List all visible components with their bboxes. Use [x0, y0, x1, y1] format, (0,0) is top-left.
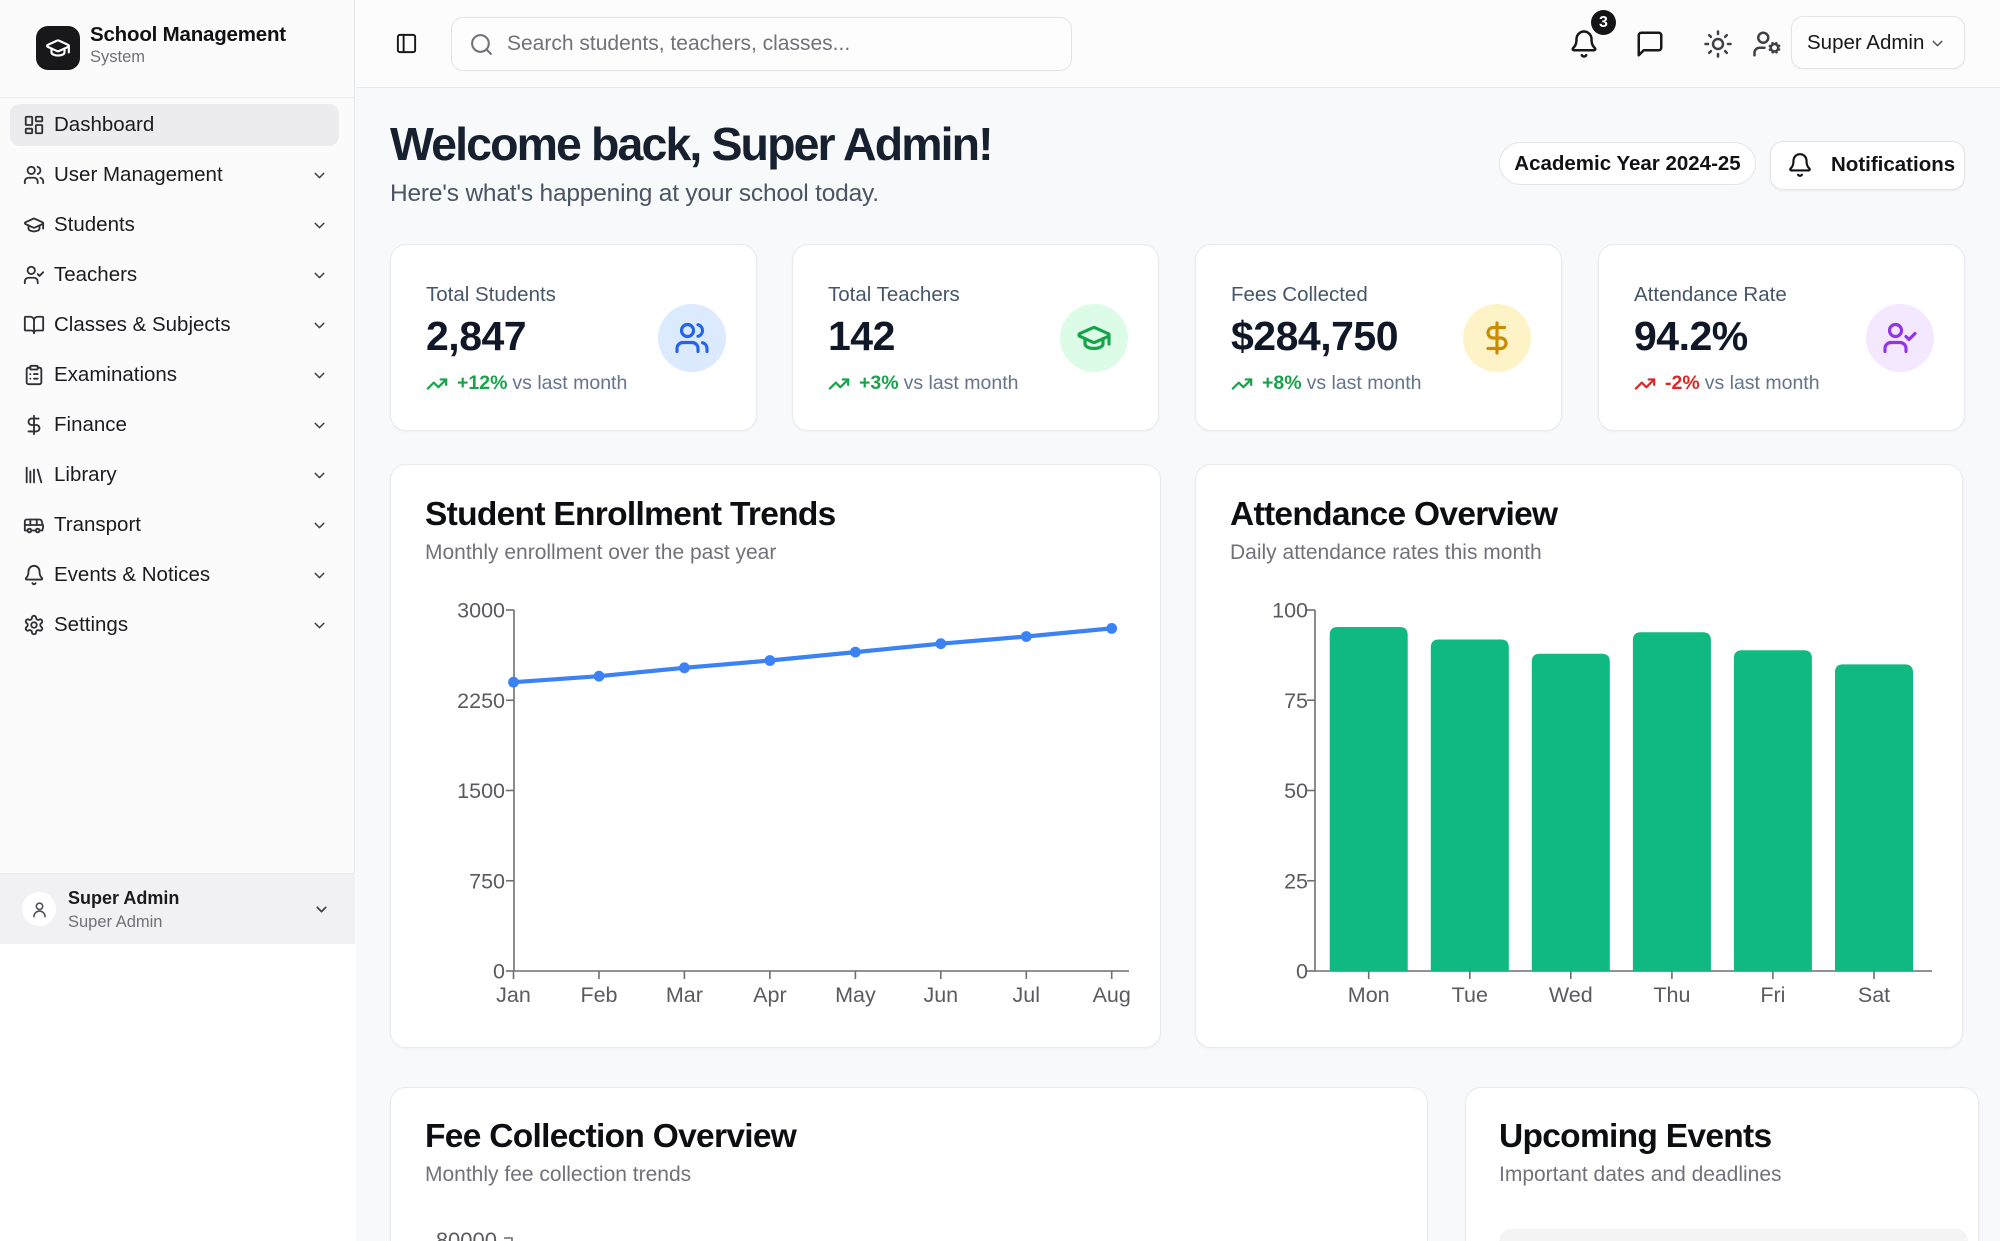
svg-text:Jul: Jul [1013, 983, 1040, 1007]
svg-text:Fri: Fri [1760, 983, 1785, 1007]
svg-text:0: 0 [1296, 960, 1308, 984]
svg-text:Sat: Sat [1858, 983, 1890, 1007]
svg-text:75: 75 [1284, 689, 1308, 713]
svg-text:2250: 2250 [457, 689, 505, 713]
svg-text:Mon: Mon [1348, 983, 1390, 1007]
svg-text:May: May [835, 983, 876, 1007]
svg-text:750: 750 [469, 869, 505, 893]
svg-text:Jun: Jun [923, 983, 958, 1007]
svg-text:3000: 3000 [457, 599, 505, 623]
svg-text:Apr: Apr [753, 983, 786, 1007]
svg-text:Wed: Wed [1549, 983, 1593, 1007]
svg-text:Aug: Aug [1093, 983, 1131, 1007]
svg-text:Mar: Mar [666, 983, 703, 1007]
svg-text:80000: 80000 [436, 1228, 497, 1241]
svg-text:Jan: Jan [496, 983, 531, 1007]
svg-text:Tue: Tue [1452, 983, 1488, 1007]
svg-text:1500: 1500 [457, 779, 505, 803]
svg-text:Thu: Thu [1653, 983, 1690, 1007]
svg-text:Feb: Feb [580, 983, 617, 1007]
svg-text:50: 50 [1284, 779, 1308, 803]
svg-text:0: 0 [493, 960, 505, 984]
svg-text:25: 25 [1284, 869, 1308, 893]
svg-text:100: 100 [1272, 599, 1308, 623]
